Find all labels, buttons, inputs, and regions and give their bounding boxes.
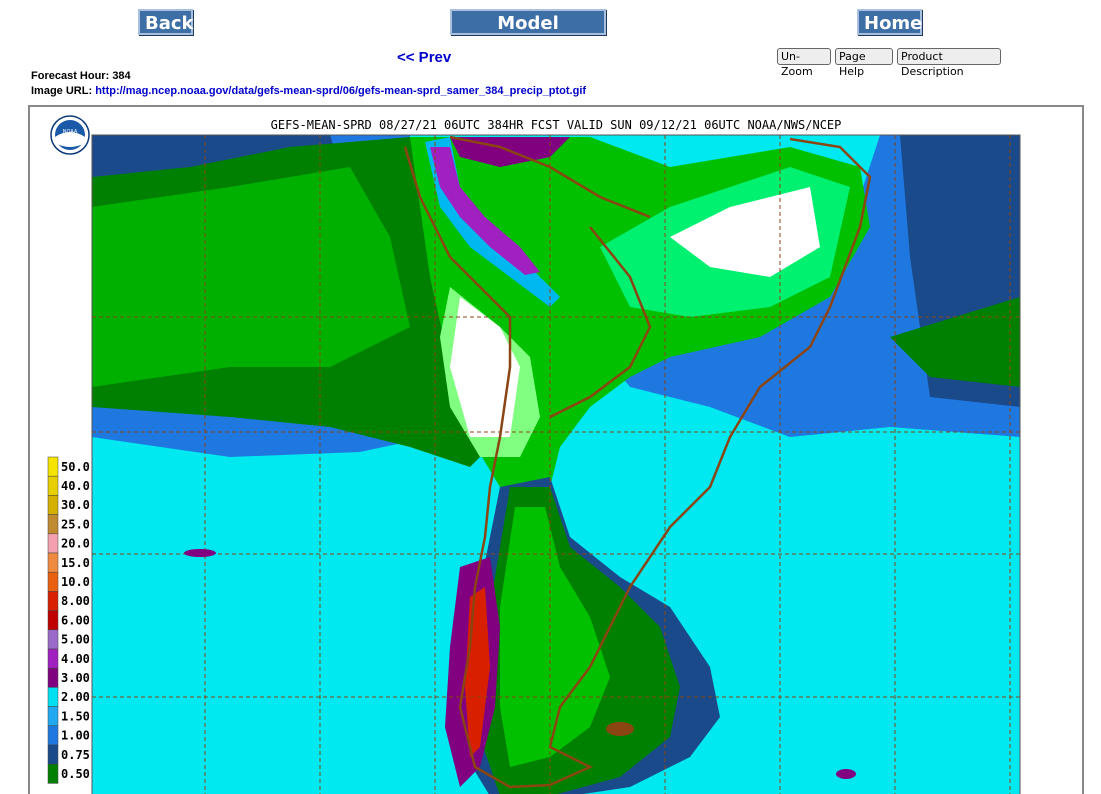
legend-swatch: [47, 533, 59, 554]
image-url-label: Image URL:: [31, 85, 93, 97]
map-dry-amazon: [670, 187, 820, 277]
legend-label: 1.50: [61, 709, 90, 723]
legend-swatch: [47, 763, 59, 784]
map-lightgreen-pacific: [92, 167, 410, 387]
unzoom-button[interactable]: Un-Zoom: [777, 48, 831, 78]
home-button[interactable]: Home: [857, 9, 922, 35]
legend-label: 15.0: [61, 556, 90, 570]
legend-swatch: [47, 629, 59, 650]
legend-label: 0.75: [61, 748, 90, 762]
product-description-button[interactable]: Product Description: [897, 48, 1001, 78]
map-coastlines: [403, 135, 872, 789]
legend-label: 3.00: [61, 671, 90, 685]
map-plot-border: [91, 134, 1021, 794]
legend-swatch: [47, 456, 59, 477]
legend-label: 1.00: [61, 729, 90, 743]
map-grid: [92, 135, 1020, 794]
legend-swatch: [47, 552, 59, 573]
legend-swatch: [47, 706, 59, 727]
legend-label: 8.00: [61, 594, 90, 608]
legend-swatch: [47, 744, 59, 765]
legend-swatch: [47, 725, 59, 746]
model-guidance-button[interactable]: Model Guidance: [450, 9, 606, 60]
legend-label: 40.0: [61, 479, 90, 493]
legend-label: 4.00: [61, 652, 90, 666]
back-button[interactable]: Back: [138, 9, 194, 35]
map-title: GEFS-MEAN-SPRD 08/27/21 06UTC 384HR FCST…: [271, 118, 842, 132]
map-patagonia-green: [500, 507, 610, 767]
legend-swatch: [47, 687, 59, 707]
legend-label: 0.50: [61, 767, 90, 781]
legend-label: 30.0: [61, 498, 90, 512]
legend-label: 20.0: [61, 537, 90, 551]
legend-label: 50.0: [61, 460, 90, 474]
forecast-hour-line: Forecast Hour: 384: [31, 70, 131, 82]
page-help-button[interactable]: Page Help: [835, 48, 893, 78]
legend-swatch: [47, 648, 59, 669]
legend-swatch: [47, 495, 59, 515]
prev-link[interactable]: << Prev: [397, 49, 452, 66]
map-dry-atacama: [450, 297, 520, 437]
legend-swatch: [47, 571, 59, 592]
legend-label: 6.00: [61, 613, 90, 627]
noaa-logo: NOAA: [50, 115, 90, 155]
image-url-line: Image URL: http://mag.ncep.noaa.gov/data…: [31, 85, 586, 97]
forecast-hour-value: 384: [112, 70, 131, 82]
legend-label: 25.0: [61, 517, 90, 531]
legend-swatch: [47, 475, 59, 496]
forecast-map[interactable]: GEFS-MEAN-SPRD 08/27/21 06UTC 384HR FCST…: [30, 107, 1082, 794]
forecast-map-frame[interactable]: GEFS-MEAN-SPRD 08/27/21 06UTC 384HR FCST…: [28, 105, 1084, 794]
legend-label: 10.0: [61, 575, 90, 589]
legend-swatch: [47, 514, 59, 535]
svg-text:NOAA: NOAA: [63, 129, 78, 135]
map-island-west: [184, 549, 216, 557]
precip-legend: 50.0 40.0 30.0 25.0 20.0 15.0 10.0 8.00 6.00 5.00…: [47, 456, 90, 784]
map-falklands: [606, 722, 634, 736]
legend-label: 2.00: [61, 690, 90, 704]
image-url-link[interactable]: http://mag.ncep.noaa.gov/data/gefs-mean-…: [95, 85, 587, 97]
map-island-east: [836, 769, 856, 779]
legend-swatch: [47, 667, 59, 688]
legend-swatch: [47, 610, 59, 631]
forecast-hour-label: Forecast Hour:: [31, 70, 110, 82]
map-green-east: [890, 297, 1020, 387]
legend-swatch: [47, 591, 59, 611]
map-andes-purple: [430, 147, 540, 275]
legend-label: 5.00: [61, 633, 90, 647]
